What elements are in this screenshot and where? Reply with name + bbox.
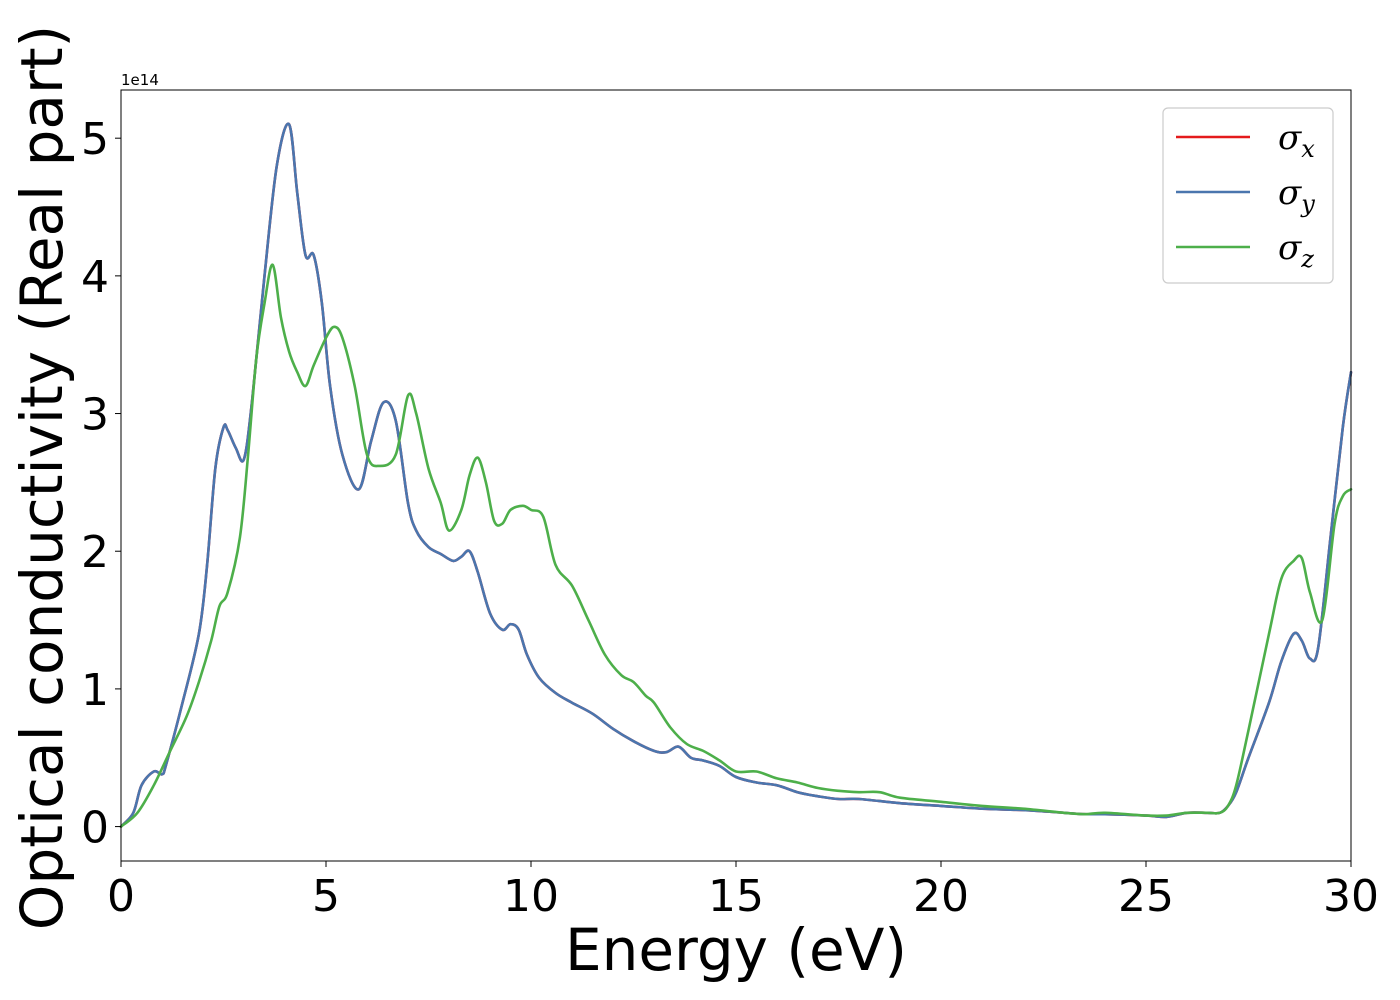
y-tick-label: 4: [81, 252, 109, 303]
x-tick-label: 10: [503, 871, 559, 922]
y-tick-label: 0: [81, 803, 109, 854]
y-tick-label: 2: [81, 527, 109, 578]
x-axis-ticks: 0 5 10 15 20 25 30: [107, 861, 1379, 922]
y-axis-ticks: 0 1 2 3 4 5: [81, 114, 121, 854]
x-tick-label: 30: [1323, 871, 1379, 922]
legend-label: σy: [1278, 173, 1315, 218]
y-axis-offset-text: 1e14: [121, 71, 159, 89]
legend-label-symbol: σ: [1278, 118, 1302, 158]
y-tick-label: 1: [81, 665, 109, 716]
series-line-z: [119, 263, 1353, 828]
legend-item-x: σx: [1176, 118, 1315, 163]
legend-label-subscript: y: [1300, 190, 1315, 218]
legend-item-y: σy: [1176, 173, 1315, 218]
x-tick-label: 20: [913, 871, 969, 922]
legend-item-z: σz: [1176, 228, 1314, 273]
x-tick-label: 25: [1118, 871, 1174, 922]
y-tick-label: 5: [81, 114, 109, 165]
x-axis-title: Energy (eV): [565, 916, 907, 984]
x-tick-label: 0: [107, 871, 135, 922]
x-tick-label: 5: [312, 871, 340, 922]
series-layer: [119, 122, 1353, 828]
legend-label: σx: [1278, 118, 1315, 163]
legend-frame: [1162, 107, 1334, 284]
legend-label-symbol: σ: [1278, 228, 1302, 268]
legend-label: σz: [1278, 228, 1314, 273]
y-tick-label: 3: [81, 390, 109, 441]
legend-label-subscript: x: [1301, 135, 1315, 163]
legend-label-subscript: z: [1300, 245, 1314, 273]
x-tick-label: 15: [708, 871, 764, 922]
y-axis-title: Optical conductivity (Real part): [8, 25, 76, 930]
legend-label-symbol: σ: [1278, 173, 1302, 213]
